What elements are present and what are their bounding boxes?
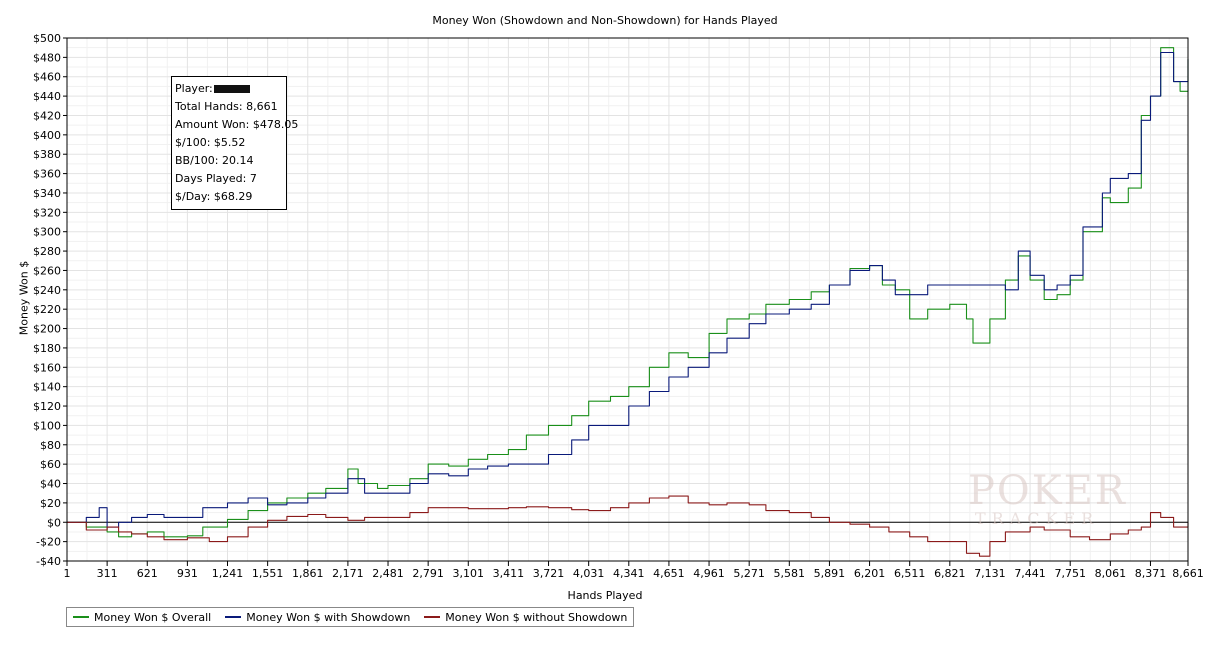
x-tick-label: 4,651 bbox=[653, 567, 685, 580]
y-tick-label: $20 bbox=[40, 497, 61, 510]
legend: Money Won $ Overall Money Won $ with Sho… bbox=[66, 607, 635, 627]
x-axis-label: Hands Played bbox=[567, 589, 643, 602]
legend-item-showdown: Money Won $ with Showdown bbox=[225, 611, 410, 624]
y-tick-label: $420 bbox=[33, 109, 61, 122]
redacted-player-name bbox=[213, 85, 250, 93]
y-tick-label: $80 bbox=[40, 439, 61, 452]
y-tick-label: $200 bbox=[33, 323, 61, 336]
watermark-logo-sub: TRACKER bbox=[975, 509, 1100, 528]
y-tick-label: $240 bbox=[33, 284, 61, 297]
x-tick-label: 2,171 bbox=[332, 567, 364, 580]
y-tick-label: $500 bbox=[33, 32, 61, 45]
stats-player-label: Player: bbox=[175, 82, 213, 95]
y-tick-label: $160 bbox=[33, 361, 61, 374]
y-tick-label: $100 bbox=[33, 419, 61, 432]
x-tick-label: 5,581 bbox=[774, 567, 806, 580]
x-tick-label: 6,821 bbox=[934, 567, 966, 580]
watermark-logo: POKER bbox=[968, 468, 1127, 514]
x-tick-label: 4,341 bbox=[613, 567, 645, 580]
y-tick-label: $340 bbox=[33, 187, 61, 200]
legend-swatch-non-showdown bbox=[424, 616, 441, 618]
plot-frame bbox=[66, 37, 1189, 562]
x-tick-label: 1,551 bbox=[252, 567, 284, 580]
y-tick-label: $280 bbox=[33, 245, 61, 258]
y-tick-label: $120 bbox=[33, 400, 61, 413]
stats-total-hands: Total Hands: 8,661 bbox=[175, 100, 278, 113]
y-tick-label: $300 bbox=[33, 226, 61, 239]
legend-label-showdown: Money Won $ with Showdown bbox=[246, 610, 411, 624]
x-tick-label: 931 bbox=[177, 567, 198, 580]
stats-per-day: $/Day: $68.29 bbox=[175, 190, 253, 203]
x-tick-label: 2,481 bbox=[372, 567, 404, 580]
x-tick-label: 3,721 bbox=[533, 567, 565, 580]
x-tick-label: 7,751 bbox=[1054, 567, 1086, 580]
x-tick-label: 6,201 bbox=[854, 567, 886, 580]
y-tick-label: $360 bbox=[33, 168, 61, 181]
x-tick-label: 8,371 bbox=[1135, 567, 1167, 580]
y-tick-label: $40 bbox=[40, 478, 61, 491]
y-tick-label: $260 bbox=[33, 264, 61, 277]
y-tick-label: $60 bbox=[40, 458, 61, 471]
series-line-with-showdown bbox=[67, 51, 1189, 528]
x-tick-label: 8,661 bbox=[1172, 567, 1204, 580]
stats-bb-100: BB/100: 20.14 bbox=[175, 154, 254, 167]
y-tick-label: $380 bbox=[33, 148, 61, 161]
x-tick-label: 4,031 bbox=[573, 567, 605, 580]
x-tick-label: 8,061 bbox=[1095, 567, 1127, 580]
legend-swatch-overall bbox=[73, 616, 89, 618]
x-tick-label: 621 bbox=[137, 567, 158, 580]
y-tick-label: -$40 bbox=[36, 555, 61, 568]
legend-label-non-showdown: Money Won $ without Showdown bbox=[445, 610, 628, 624]
legend-swatch-showdown bbox=[225, 616, 242, 618]
y-axis-label: Money Won $ bbox=[17, 260, 31, 336]
stats-amount-won: Amount Won: $478.05 bbox=[175, 118, 299, 131]
legend-item-non-showdown: Money Won $ without Showdown bbox=[424, 611, 627, 624]
stats-box: Player: Total Hands: 8,661 Amount Won: $… bbox=[171, 76, 299, 210]
x-tick-label: 7,441 bbox=[1014, 567, 1046, 580]
y-tick-label: $480 bbox=[33, 51, 61, 64]
x-tick-label: 7,131 bbox=[974, 567, 1006, 580]
y-tick-label: $0 bbox=[47, 516, 61, 529]
x-tick-label: 5,891 bbox=[814, 567, 846, 580]
x-tick-label: 1,241 bbox=[212, 567, 244, 580]
y-tick-label: $460 bbox=[33, 71, 61, 84]
y-tick-label: $320 bbox=[33, 206, 61, 219]
x-tick-label: 3,101 bbox=[453, 567, 485, 580]
series-line-without-showdown bbox=[67, 495, 1189, 557]
y-tick-label: $180 bbox=[33, 342, 61, 355]
x-tick-label: 2,791 bbox=[412, 567, 444, 580]
stats-days-played: Days Played: 7 bbox=[175, 172, 257, 185]
legend-label-overall: Money Won $ Overall bbox=[94, 610, 212, 624]
stats-player-row: Player: bbox=[175, 82, 286, 100]
x-tick-label: 3,411 bbox=[493, 567, 525, 580]
x-tick-label: 5,271 bbox=[733, 567, 765, 580]
chart-title: Money Won (Showdown and Non-Showdown) fo… bbox=[432, 14, 778, 27]
x-tick-label: 6,511 bbox=[894, 567, 926, 580]
y-tick-label: -$20 bbox=[36, 536, 61, 549]
y-tick-label: $220 bbox=[33, 303, 61, 316]
x-tick-label: 1 bbox=[64, 567, 71, 580]
stats-per-100: $/100: $5.52 bbox=[175, 136, 246, 149]
y-tick-label: $400 bbox=[33, 129, 61, 142]
x-tick-label: 1,861 bbox=[292, 567, 324, 580]
y-tick-label: $140 bbox=[33, 381, 61, 394]
y-tick-label: $440 bbox=[33, 90, 61, 103]
legend-item-overall: Money Won $ Overall bbox=[73, 611, 211, 624]
x-tick-label: 311 bbox=[97, 567, 118, 580]
x-tick-label: 4,961 bbox=[693, 567, 725, 580]
